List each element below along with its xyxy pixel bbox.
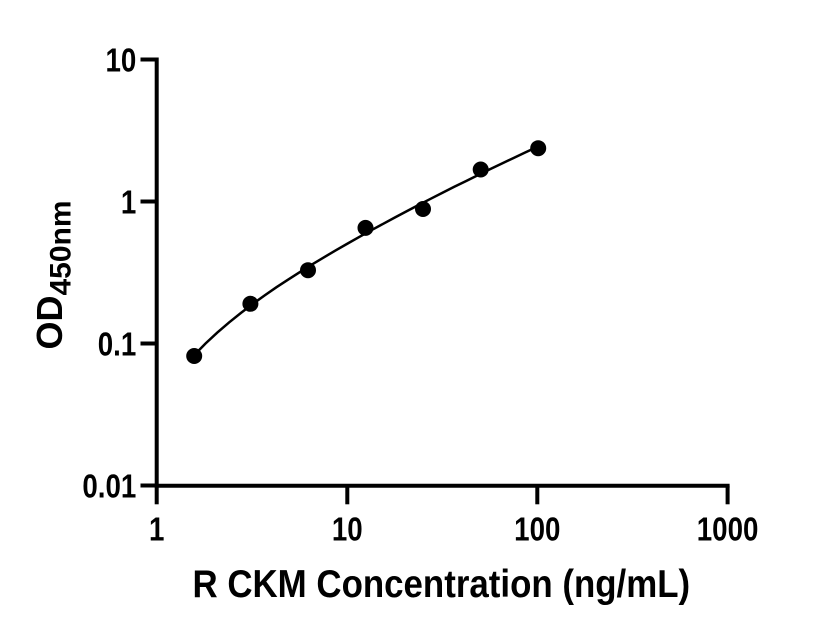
svg-text:10: 10: [332, 511, 363, 548]
svg-text:10: 10: [105, 42, 136, 79]
svg-text:1: 1: [121, 184, 136, 221]
svg-text:0.1: 0.1: [98, 326, 137, 363]
svg-text:1000: 1000: [697, 511, 759, 548]
svg-text:1: 1: [149, 511, 164, 548]
svg-text:100: 100: [514, 511, 560, 548]
svg-text:R CKM Concentration (ng/mL): R CKM Concentration (ng/mL): [192, 562, 690, 605]
svg-text:0.01: 0.01: [82, 468, 136, 505]
